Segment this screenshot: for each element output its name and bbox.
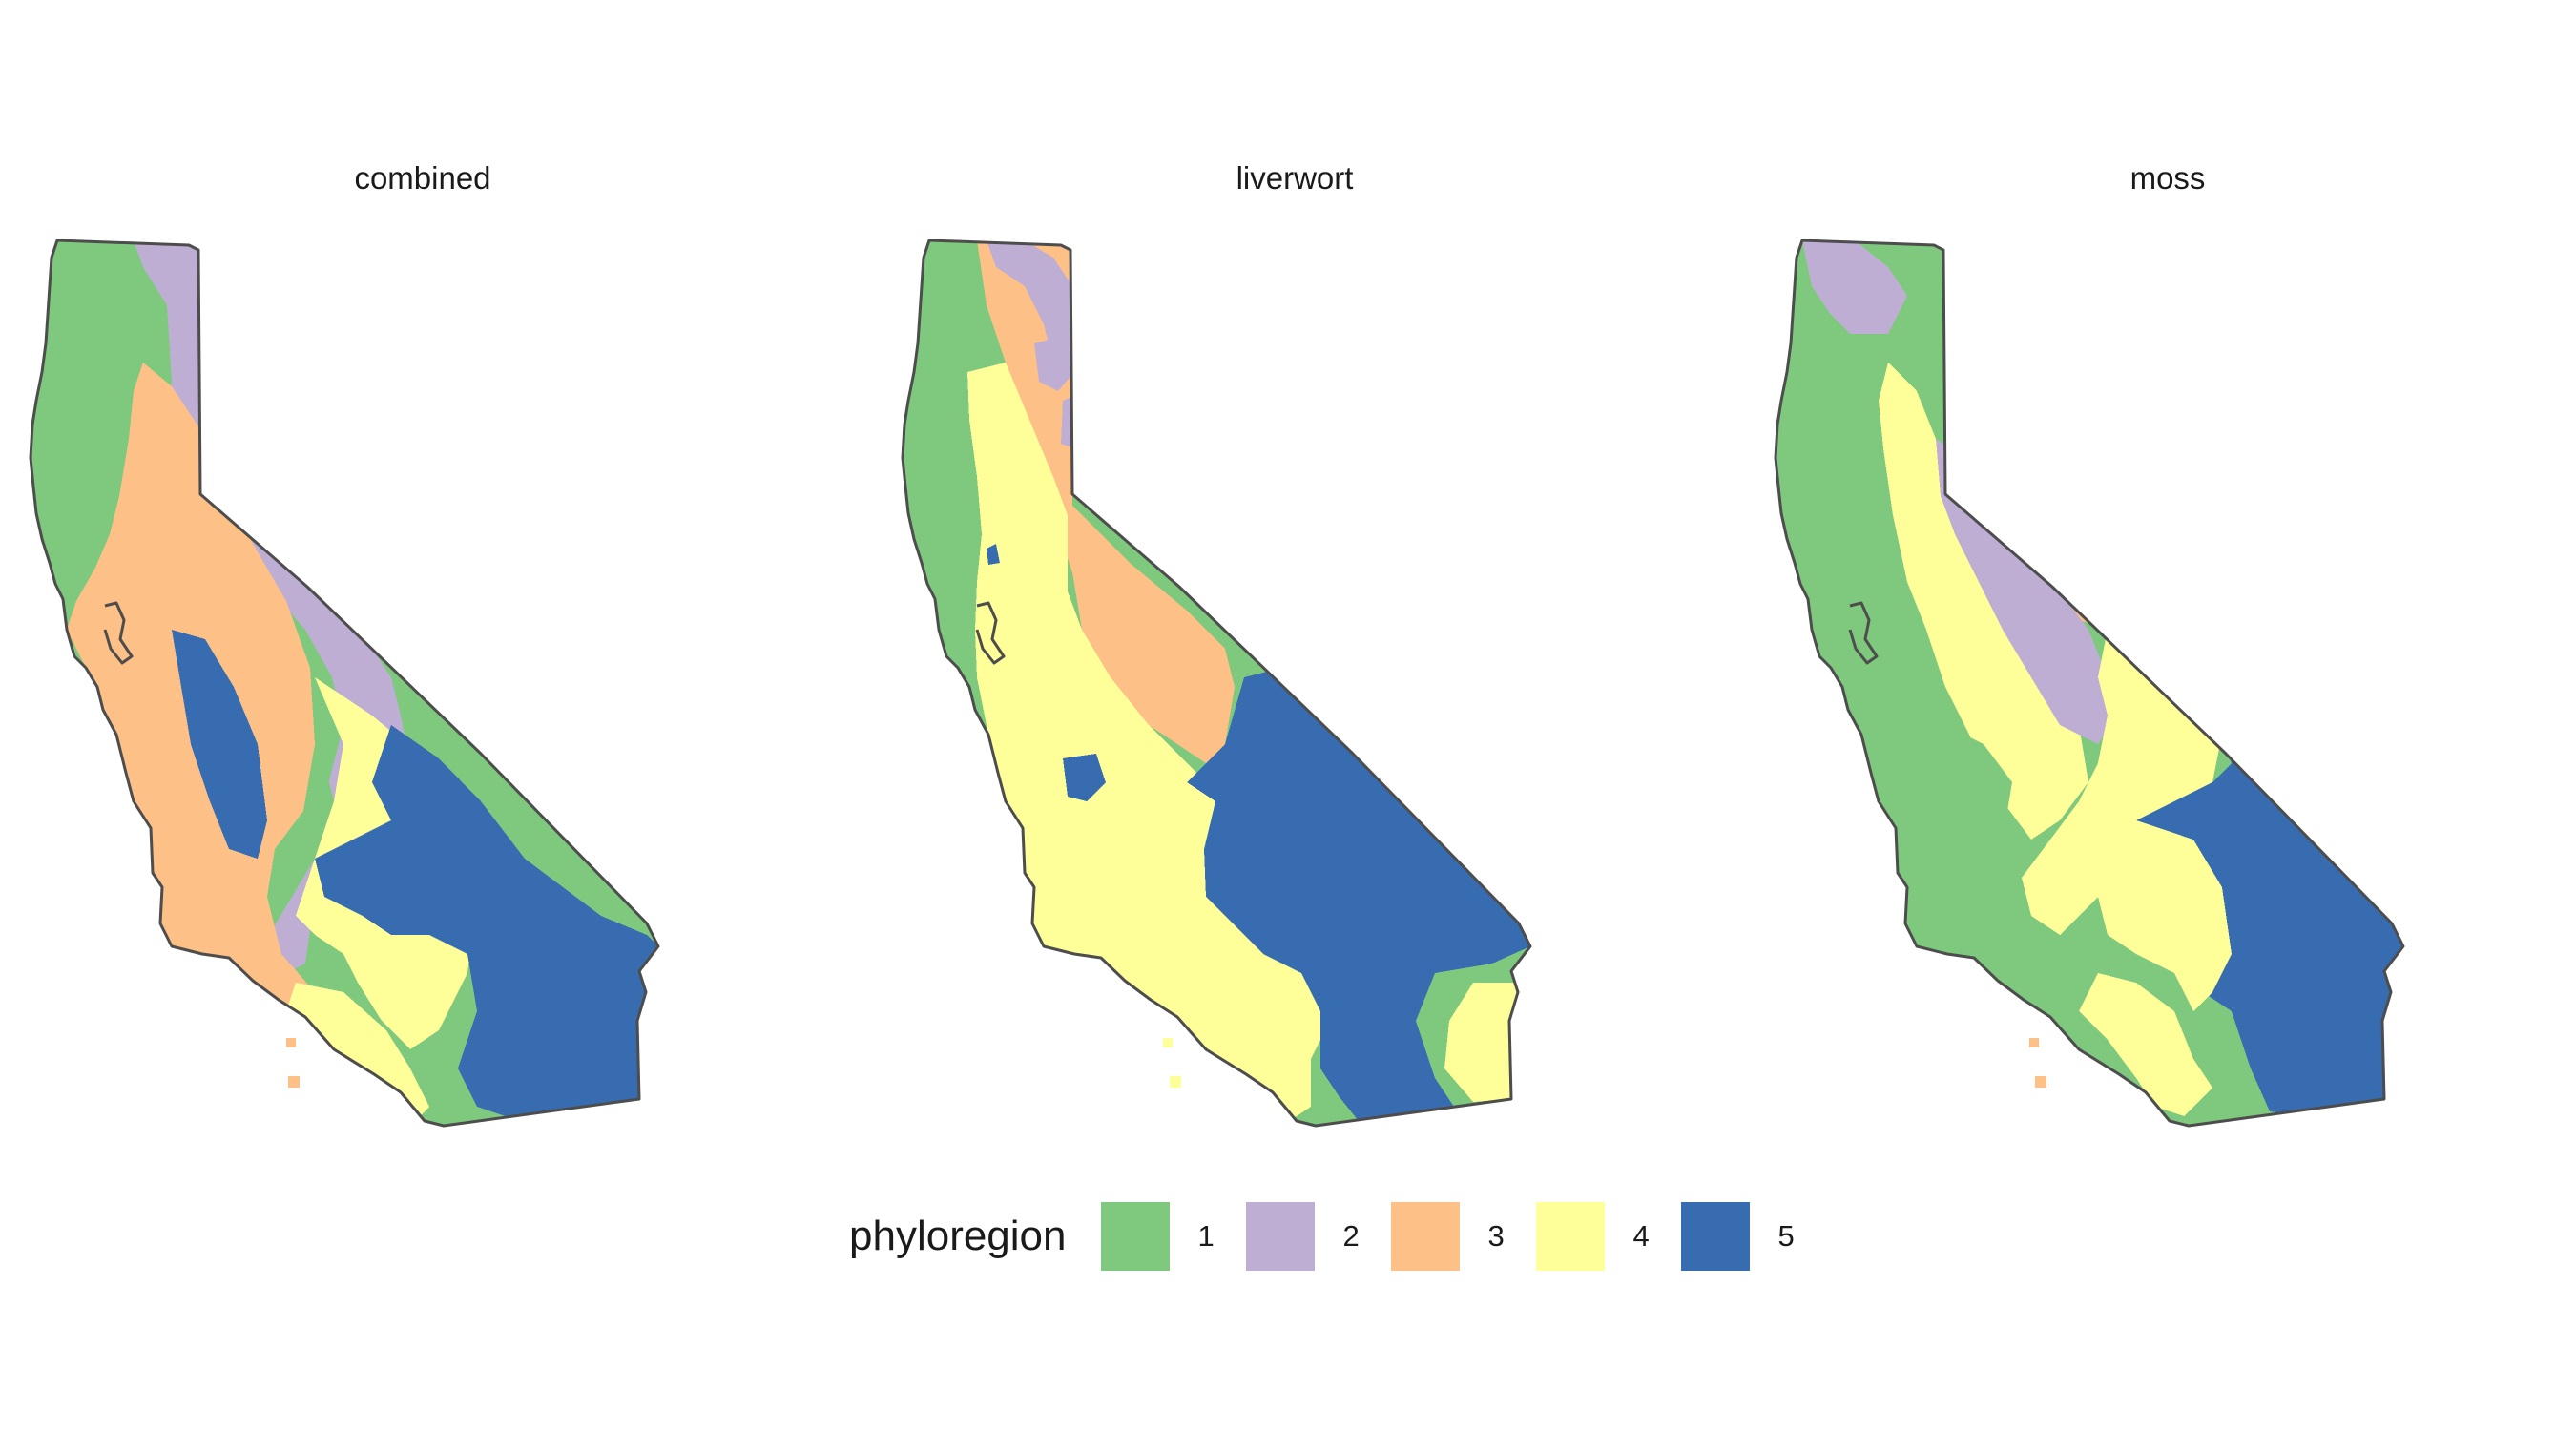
map-liverwort: [901, 238, 1532, 1128]
region-3-patch: [275, 1073, 290, 1085]
island-patch: [286, 1038, 296, 1047]
legend-label-1: 1: [1197, 1219, 1215, 1253]
panel-title-liverwort: liverwort: [1236, 160, 1354, 196]
legend: phyloregion 1 2 3 4 5: [849, 1200, 1826, 1273]
legend-title: phyloregion: [849, 1213, 1067, 1259]
legend-label-4: 4: [1632, 1219, 1650, 1253]
bay-outline: [975, 601, 1006, 665]
region-4-patch: [2022, 630, 2222, 935]
legend-item-2: 2: [1245, 1202, 1366, 1271]
legend-label-5: 5: [1777, 1219, 1795, 1253]
legend-item-1: 1: [1100, 1202, 1221, 1271]
region-4-patch: [2098, 820, 2232, 1011]
region-2-patch: [2012, 534, 2108, 706]
california-outline: [29, 238, 660, 1128]
legend-swatch-2: [1245, 1202, 1315, 1271]
region-4-patch: [2024, 1076, 2037, 1088]
region-4-patch: [2079, 973, 2212, 1116]
region-layer: [903, 240, 1530, 1126]
map-combined: [29, 238, 660, 1128]
region-5-patch: [172, 630, 267, 859]
region-5-patch: [1063, 754, 1106, 801]
region-2-patch: [1034, 334, 1074, 391]
island-patch: [1170, 1076, 1181, 1088]
legend-item-3: 3: [1390, 1202, 1511, 1271]
legend-item-5: 5: [1680, 1202, 1801, 1271]
legend-swatch-4: [1535, 1202, 1605, 1271]
legend-swatch-1: [1100, 1202, 1170, 1271]
region-4-patch: [1444, 983, 1519, 1102]
region-1-patch: [1945, 725, 2012, 840]
region-4-patch: [1879, 363, 2088, 840]
panel-title-combined: combined: [354, 160, 491, 196]
region-4-patch: [2010, 1040, 2029, 1051]
legend-label-3: 3: [1487, 1219, 1505, 1253]
island-patch: [2029, 1038, 2039, 1047]
bay-outline: [103, 601, 134, 665]
california-outline: [1774, 238, 2405, 1128]
map-moss: [1774, 238, 2405, 1128]
region-layer: [31, 240, 658, 1126]
region-5-patch: [987, 544, 1000, 565]
island-patch: [288, 1076, 300, 1088]
legend-item-4: 4: [1535, 1202, 1656, 1271]
legend-label-2: 2: [1342, 1219, 1360, 1253]
california-outline: [901, 238, 1532, 1128]
island-patch: [1163, 1038, 1173, 1047]
region-5-patch: [1187, 668, 1530, 1121]
panel-title-moss: moss: [2129, 160, 2206, 196]
bay-outline: [1848, 601, 1879, 665]
region-4-patch: [1187, 1088, 1206, 1099]
legend-swatch-3: [1390, 1202, 1460, 1271]
region-5-patch: [315, 725, 658, 1116]
region-2-patch: [987, 240, 1072, 363]
region-4-patch: [1072, 1002, 1130, 1013]
region-3-patch: [265, 1040, 286, 1051]
region-4-patch: [1926, 992, 1974, 1004]
region-3-patch: [181, 992, 258, 1004]
region-2-patch: [1802, 240, 1907, 334]
island-patch: [2035, 1076, 2046, 1088]
legend-swatch-5: [1680, 1202, 1750, 1271]
region-2-patch: [1964, 363, 2003, 401]
region-layer: [1776, 240, 2403, 1126]
